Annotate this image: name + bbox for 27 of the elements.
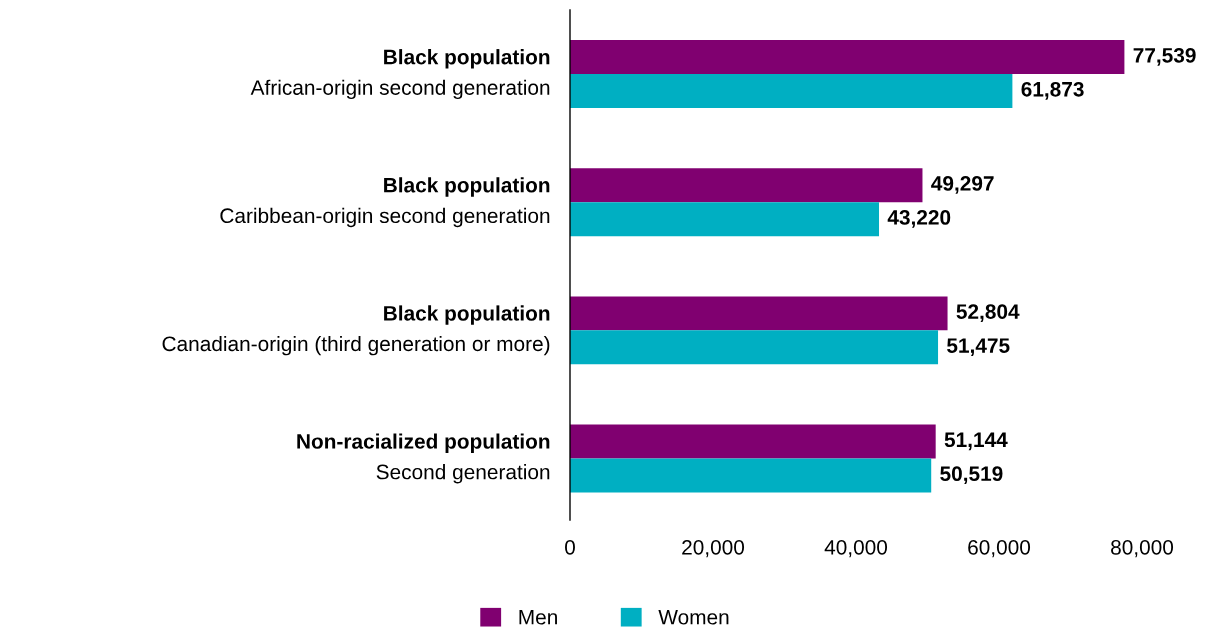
bar <box>570 458 932 493</box>
y-tick-label: Black population Caribbean-origin second generation <box>220 177 550 228</box>
bar <box>570 40 1125 75</box>
data-label: 51,144 <box>944 432 1008 451</box>
bar <box>570 330 939 365</box>
legend-label: Men <box>519 610 557 625</box>
data-label: 52,804 <box>956 304 1020 322</box>
x-tick-label: 60,000 <box>968 539 1031 558</box>
x-tick-label: 0 <box>565 539 575 555</box>
data-label: 49,297 <box>931 176 994 194</box>
y-tick-label: Black population Canadian-origin (third generation or more) <box>162 305 550 356</box>
x-tick-label: 80,000 <box>1111 539 1174 558</box>
data-label: 51,475 <box>947 338 1010 356</box>
data-label: 61,873 <box>1021 81 1084 100</box>
data-label: 43,220 <box>887 210 951 228</box>
bar <box>570 168 923 203</box>
bar <box>570 74 1013 109</box>
y-tick-label: Non-racialized population Second generation <box>297 433 550 484</box>
x-tick-label: 40,000 <box>824 539 888 558</box>
data-label: 50,519 <box>940 466 1003 485</box>
bar <box>570 296 948 331</box>
y-tick-label: Black population African-origin second generation <box>250 49 550 100</box>
x-tick-label: 20,000 <box>682 539 745 558</box>
data-label: 77,539 <box>1133 47 1196 66</box>
bar <box>570 202 880 237</box>
legend-label: Women <box>658 610 729 625</box>
bar <box>570 424 936 459</box>
